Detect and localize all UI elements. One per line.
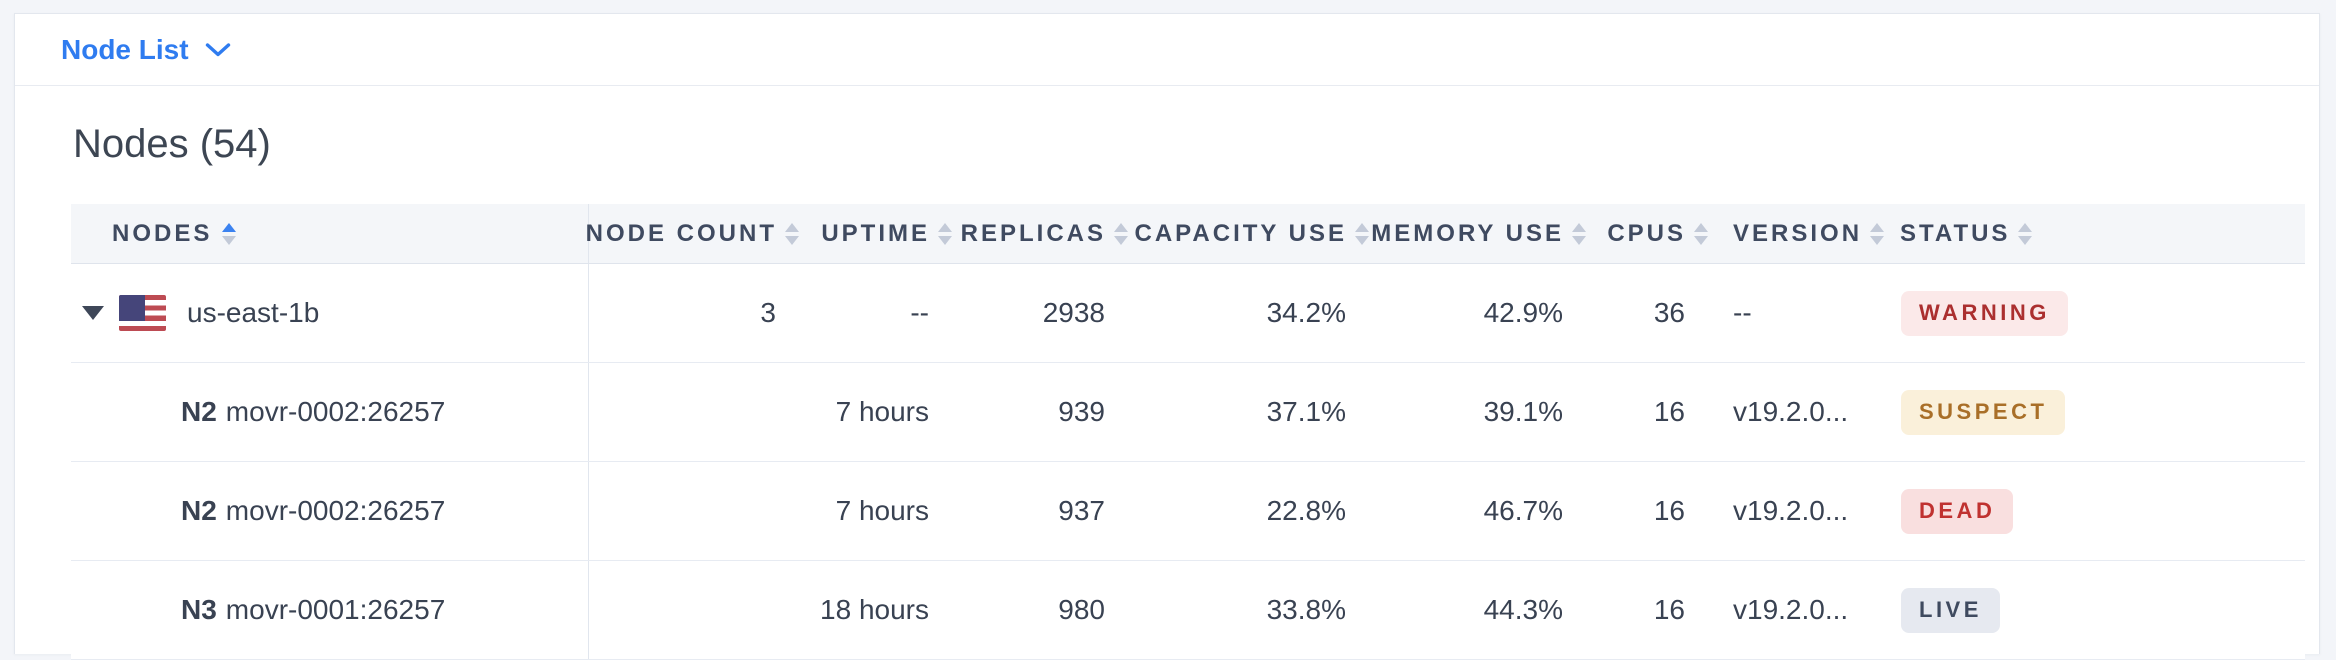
sort-icon [938,222,952,245]
uptime-value: 7 hours [835,495,929,526]
replicas-value: 937 [1058,495,1105,526]
cpus-value: 16 [1653,495,1685,526]
view-selector-dropdown[interactable]: Node List [61,34,231,66]
sort-icon [1870,222,1885,245]
column-header-nodes[interactable]: NODES [71,204,589,263]
memory-use-value: 42.9% [1483,297,1563,328]
version-value: v19.2.0... [1733,396,1849,427]
column-header-capacity-use[interactable]: CAPACITY USE [1135,204,1381,263]
replicas-value: 980 [1058,594,1105,625]
version-value: v19.2.0... [1733,495,1849,526]
column-header-cpus[interactable]: CPUS [1598,204,1720,263]
sort-icon [785,222,799,245]
capacity-use-value: 33.8% [1266,594,1346,625]
page-title: Nodes (54) [73,122,271,166]
status-badge: SUSPECT [1901,389,2066,435]
node-count-value [589,462,811,560]
column-header-uptime[interactable]: UPTIME [811,204,964,263]
sort-icon [222,222,237,245]
sort-icon [1114,222,1128,245]
table-row-region: us-east-1b 3 -- 2938 34.2% 42.9% 36 -- W… [71,264,2305,363]
column-header-version[interactable]: VERSION [1720,204,1887,263]
us-flag-icon [119,295,166,331]
table-row-node: N2 movr-0002:26257 7 hours 937 22.8% 46.… [71,462,2305,561]
column-header-node-count[interactable]: NODE COUNT [586,204,811,263]
version-value: -- [1733,297,1752,328]
cpus-value: 16 [1653,594,1685,625]
status-badge: LIVE [1901,587,2000,633]
table-row-node: N2 movr-0002:26257 7 hours 939 37.1% 39.… [71,363,2305,462]
uptime-value: -- [910,297,929,328]
node-id: N3 [181,594,217,625]
node-address[interactable]: movr-0001:26257 [225,594,446,625]
node-address[interactable]: movr-0002:26257 [225,396,446,427]
replicas-value: 939 [1058,396,1105,427]
node-count-value: 3 [760,297,776,328]
node-id: N2 [181,396,217,427]
node-count-value [589,561,811,659]
sort-icon [2018,222,2033,245]
capacity-use-value: 34.2% [1266,297,1346,328]
column-header-replicas[interactable]: REPLICAS [961,204,1140,263]
capacity-use-value: 22.8% [1266,495,1346,526]
replicas-value: 2938 [1042,297,1105,328]
region-name[interactable]: us-east-1b [187,297,320,328]
card-header: Node List [15,14,2319,86]
node-count-value [589,363,811,461]
version-value: v19.2.0... [1733,594,1849,625]
table-row-node: N3 movr-0001:26257 18 hours 980 33.8% 44… [71,561,2305,660]
cpus-value: 16 [1653,396,1685,427]
cpus-value: 36 [1653,297,1685,328]
sort-icon [1355,222,1369,245]
table-header-row: NODES NODE COUNT UPTIME REPLICAS CAPACIT… [71,204,2305,264]
uptime-value: 18 hours [820,594,929,625]
chevron-down-icon [205,42,231,58]
uptime-value: 7 hours [835,396,929,427]
sort-icon [1694,222,1708,245]
memory-use-value: 39.1% [1483,396,1563,427]
column-header-memory-use[interactable]: MEMORY USE [1371,204,1598,263]
memory-use-value: 46.7% [1483,495,1563,526]
collapse-caret-icon[interactable] [82,306,104,320]
nodes-table: NODES NODE COUNT UPTIME REPLICAS CAPACIT… [71,204,2305,660]
status-badge: DEAD [1901,488,2014,534]
sort-icon [1572,222,1586,245]
node-id: N2 [181,495,217,526]
column-header-status[interactable]: STATUS [1887,204,2305,263]
memory-use-value: 44.3% [1483,594,1563,625]
node-list-card: Node List Nodes (54) NODES NODE COUNT UP… [14,13,2320,660]
view-selector-label: Node List [61,33,189,65]
status-badge: WARNING [1901,290,2068,336]
capacity-use-value: 37.1% [1266,396,1346,427]
node-address[interactable]: movr-0002:26257 [225,495,446,526]
